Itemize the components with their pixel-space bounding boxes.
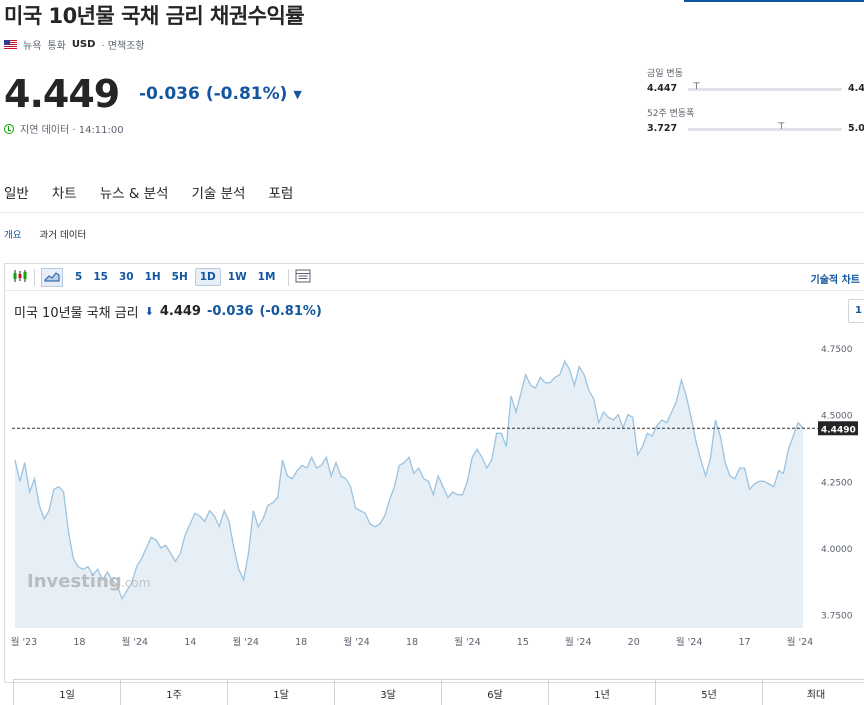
y-tick-label: 4.7500 — [821, 345, 853, 355]
chart-change: -0.036 — [206, 304, 254, 319]
x-tick-label: 월 '23 — [11, 636, 37, 648]
tab-technical[interactable]: 기술 분석 — [191, 186, 246, 202]
delay-info: 지연 데이터 · 14:11:00 — [4, 121, 124, 136]
exchange-label: 뉴욕 — [23, 41, 42, 52]
week52-range-low: 3.727 — [647, 123, 678, 134]
chart-instrument-name: 미국 10년물 국채 금리 — [14, 306, 139, 321]
period-1w[interactable]: 1주 — [121, 680, 228, 705]
interval-5h[interactable]: 5H — [171, 271, 188, 283]
arrow-down-icon: ⬇ — [144, 305, 154, 318]
week52-range-bar — [688, 128, 842, 131]
chart-toolbar: 5 15 30 1H 5H 1D 1W 1M 기술적 차트 — [4, 264, 864, 291]
technical-chart-link[interactable]: 기술적 차트 — [810, 275, 860, 286]
y-tick-label: 3.7500 — [821, 612, 853, 622]
x-tick-label: 월 '24 — [787, 636, 813, 648]
x-tick-label: 18 — [73, 637, 85, 648]
toolbar-separator — [34, 268, 35, 286]
series-line — [14, 359, 804, 601]
x-tick-label: 월 '24 — [232, 636, 258, 648]
y-tick-label: 4.2500 — [821, 478, 853, 488]
chart-title: 미국 10년물 국채 금리 ⬇ 4.449 -0.036 (-0.81%) — [14, 302, 322, 321]
chart-period-button[interactable]: 1 — [848, 299, 864, 323]
x-tick-label: 18 — [295, 637, 307, 648]
toolbar-separator — [288, 268, 290, 286]
last-value-label: 4.4490 — [821, 425, 856, 435]
interval-15[interactable]: 15 — [93, 271, 108, 283]
interval-1d[interactable]: 1D — [194, 268, 221, 286]
area-chart-icon[interactable] — [41, 267, 63, 287]
day-range-label: 금일 변동 — [647, 69, 683, 79]
y-tick-label: 4.5000 — [821, 412, 853, 422]
subtab-overview[interactable]: 개요 — [4, 230, 22, 241]
change-percent: (-0.81%) — [205, 84, 288, 104]
x-tick-label: 월 '24 — [565, 636, 591, 648]
subtab-historical-data[interactable]: 과거 데이터 — [39, 230, 87, 241]
tab-chart[interactable]: 차트 — [51, 186, 77, 202]
chart-last-value: 4.449 — [159, 304, 201, 319]
watermark-suffix: .com — [121, 576, 150, 590]
tab-news-analysis[interactable]: 뉴스 & 분석 — [99, 186, 169, 202]
instrument-meta: 뉴욕 통화 USD · 면책조항 — [4, 37, 145, 52]
week52-range-high: 5.0 — [848, 123, 864, 134]
period-1d[interactable]: 1일 — [14, 680, 121, 705]
tabs-divider — [0, 212, 864, 213]
yield-area-chart[interactable]: 4.7500 4.5000 4.2500 4.0000 3.7500 4.4490 월 '… — [0, 330, 864, 680]
interval-1m[interactable]: 1M — [257, 271, 276, 283]
interval-1w[interactable]: 1W — [227, 271, 247, 283]
period-1m[interactable]: 1달 — [228, 680, 335, 705]
us-flag-icon — [4, 40, 17, 49]
x-tick-label: 20 — [628, 637, 640, 648]
x-tick-label: 18 — [406, 637, 418, 648]
x-tick-label: 월 '24 — [343, 636, 369, 648]
interval-1h[interactable]: 1H — [144, 271, 161, 283]
currency-value: USD — [71, 39, 96, 50]
x-tick-label: 월 '24 — [676, 636, 702, 648]
period-selector: 1일 1주 1달 3달 6달 1년 5년 최대 — [13, 679, 864, 705]
chart-change-percent: (-0.81%) — [259, 304, 322, 319]
x-tick-label: 14 — [184, 637, 196, 648]
period-3m[interactable]: 3달 — [335, 680, 442, 705]
tab-general[interactable]: 일반 — [4, 186, 29, 202]
period-6m[interactable]: 6달 — [442, 680, 549, 705]
series-area — [15, 361, 803, 628]
x-tick-label: 17 — [739, 637, 751, 648]
x-tick-label: 월 '24 — [454, 636, 480, 648]
y-tick-label: 4.0000 — [821, 545, 853, 555]
day-range-bar — [688, 88, 842, 91]
chart-frame — [4, 263, 864, 683]
interval-30[interactable]: 30 — [118, 271, 134, 283]
delay-text: 지연 데이터 · 14:11:00 — [20, 125, 124, 136]
currency-label: 통화 — [47, 41, 66, 52]
table-icon[interactable] — [295, 269, 311, 286]
triangle-down-icon: ▼ — [293, 87, 302, 101]
last-price: 4.449 — [4, 72, 120, 116]
period-5y[interactable]: 5년 — [656, 680, 763, 705]
interval-5[interactable]: 5 — [75, 271, 83, 283]
candlestick-icon[interactable] — [12, 269, 28, 286]
day-range-marker-icon: ⊤ — [692, 82, 701, 92]
sub-tabs: 개요 과거 데이터 — [4, 227, 86, 241]
clock-icon — [4, 123, 14, 134]
tab-forum[interactable]: 포럼 — [268, 186, 294, 202]
week52-range-label: 52주 변동폭 — [647, 109, 695, 119]
x-tick-label: 15 — [517, 637, 529, 648]
x-tick-label: 월 '24 — [122, 636, 148, 648]
day-range-high: 4.4 — [848, 83, 864, 94]
page-title: 미국 10년물 국채 금리 채권수익률 — [4, 4, 305, 28]
price-change: -0.036 (-0.81%) ▼ — [139, 84, 302, 104]
period-1y[interactable]: 1년 — [549, 680, 656, 705]
day-range-low: 4.447 — [647, 83, 678, 94]
last-value-badge — [818, 421, 858, 436]
disclaimer-link[interactable]: · 면책조항 — [101, 41, 145, 52]
period-max[interactable]: 최대 — [763, 680, 864, 705]
main-tabs: 일반 차트 뉴스 & 분석 기술 분석 포럼 — [4, 182, 316, 209]
top-accent-line — [684, 0, 864, 2]
change-value: -0.036 — [139, 84, 200, 104]
week52-range-marker-icon: ⊤ — [777, 122, 786, 132]
watermark-brand: Investing — [27, 571, 122, 592]
